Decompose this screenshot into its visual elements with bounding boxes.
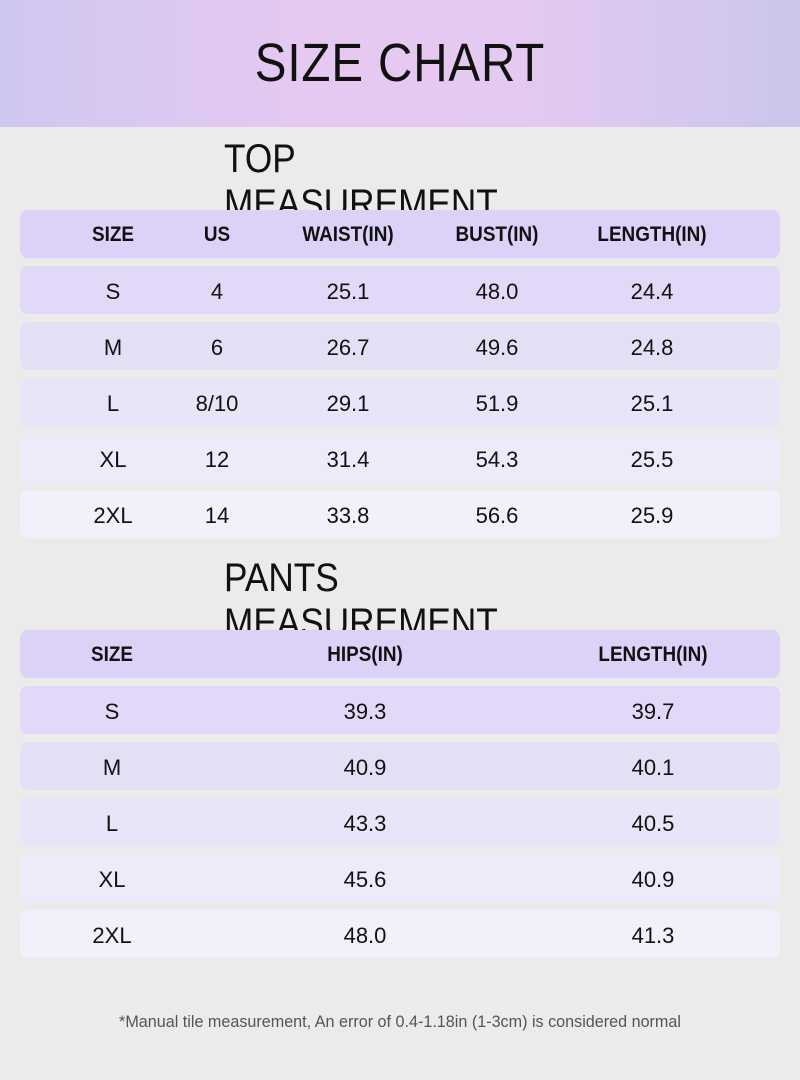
table-cell: 6 (210, 335, 224, 360)
table-cell: 2XL (93, 503, 133, 528)
column-header: SIZE (90, 643, 134, 666)
table-cell: 14 (204, 503, 230, 528)
table-cell: 25.1 (630, 391, 674, 416)
table-cell: S (105, 279, 121, 304)
table-cell: 56.6 (475, 503, 519, 528)
table-cell: 43.3 (343, 811, 387, 836)
column-header: LENGTH(IN) (598, 643, 708, 666)
table-row (20, 322, 780, 370)
column-header: HIPS(IN) (327, 643, 403, 666)
column-header: US (203, 223, 231, 246)
table-cell: 12 (204, 447, 230, 472)
table-cell: 26.7 (326, 335, 370, 360)
table-cell: XL (99, 447, 127, 472)
table-cell: 29.1 (326, 391, 370, 416)
table-cell: 54.3 (475, 447, 519, 472)
column-header: WAIST(IN) (302, 223, 394, 246)
table-header-row (20, 210, 780, 258)
table-cell: 39.7 (631, 699, 675, 724)
table-row (20, 490, 780, 538)
table-cell: 49.6 (475, 335, 519, 360)
table-cell: M (102, 755, 122, 780)
footnote: *Manual tile measurement, An error of 0.… (119, 1012, 681, 1031)
table-cell: 51.9 (475, 391, 519, 416)
table-cell: 48.0 (475, 279, 519, 304)
table-cell: 2XL (92, 923, 132, 948)
table-cell: L (106, 391, 120, 416)
table-cell: 4 (210, 279, 224, 304)
table-cell: 39.3 (343, 699, 387, 724)
table-cell: 24.8 (630, 335, 674, 360)
column-header: LENGTH(IN) (597, 223, 707, 246)
table-cell: 25.5 (630, 447, 674, 472)
table-row (20, 266, 780, 314)
table-row (20, 378, 780, 426)
table-cell: 24.4 (630, 279, 674, 304)
header-band (0, 0, 800, 127)
table-cell: 40.1 (631, 755, 675, 780)
table-cell: 31.4 (326, 447, 370, 472)
table-cell: 45.6 (343, 867, 387, 892)
column-header: BUST(IN) (455, 223, 539, 246)
table-cell: 33.8 (326, 503, 370, 528)
table-cell: 48.0 (343, 923, 387, 948)
table-cell: L (105, 811, 119, 836)
table-cell: XL (98, 867, 126, 892)
column-header: SIZE (91, 223, 135, 246)
table-row (20, 798, 780, 846)
table-cell: 40.9 (343, 755, 387, 780)
table-cell: 25.9 (630, 503, 674, 528)
table-row (20, 686, 780, 734)
table-row (20, 434, 780, 482)
table-cell: 41.3 (631, 923, 675, 948)
table-row (20, 742, 780, 790)
table-cell: 8/10 (195, 391, 239, 416)
table-cell: 40.5 (631, 811, 675, 836)
table-row (20, 910, 780, 958)
table-cell: 40.9 (631, 867, 675, 892)
table-cell: M (103, 335, 123, 360)
table-row (20, 854, 780, 902)
table-header-row (20, 630, 780, 678)
page-title: SIZE CHART (254, 33, 546, 93)
table-cell: S (104, 699, 120, 724)
table-cell: 25.1 (326, 279, 370, 304)
